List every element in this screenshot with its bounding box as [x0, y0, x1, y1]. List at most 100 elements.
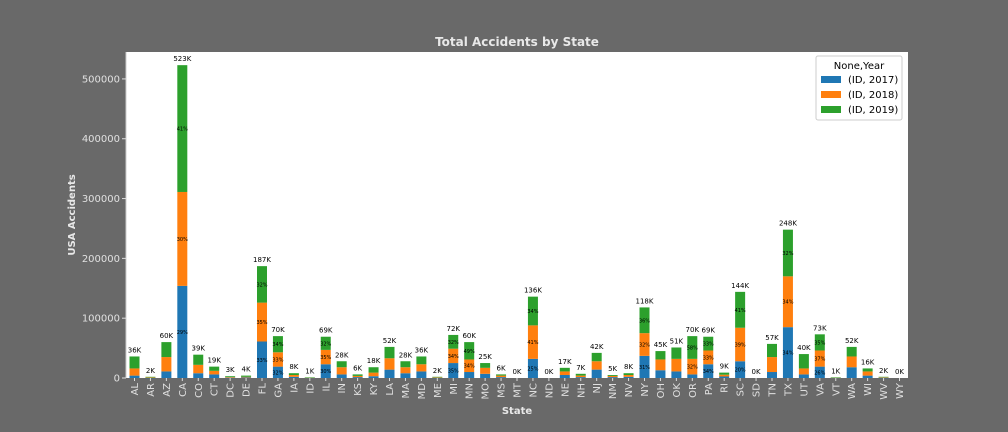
total-label-NC: 136K — [524, 287, 542, 295]
total-label-WY: 0K — [895, 368, 904, 376]
total-label-ME: 2K — [433, 367, 442, 375]
x-tick-label: WY — [895, 382, 906, 399]
x-tick-label: DC — [226, 383, 237, 398]
bar-VT-series-2 — [830, 377, 841, 378]
bar-NV-series-2 — [623, 373, 634, 375]
total-label-NH: 7K — [576, 364, 585, 372]
bar-PA-series-0 — [703, 364, 714, 378]
segment-label-VA-1: 37% — [814, 357, 825, 363]
legend-swatch-2 — [821, 106, 841, 113]
y-tick-label: 300000 — [82, 194, 120, 205]
total-label-CA: 523K — [173, 55, 191, 63]
segment-label-MN-2: 49% — [464, 349, 475, 355]
bar-CA-series-0 — [177, 285, 188, 378]
segment-label-PA-0: 34% — [703, 369, 714, 375]
bar-ME-series-0 — [432, 377, 443, 379]
bar-SC-series-2 — [735, 291, 746, 328]
bar-MD-series-2 — [416, 356, 427, 365]
bar-MI-series-0 — [448, 363, 459, 378]
x-tick-label: RI — [720, 383, 731, 393]
bar-MA-series-2 — [400, 361, 411, 368]
x-tick-label: OH — [656, 383, 667, 398]
total-label-NM: 5K — [608, 365, 617, 373]
x-tick-label: AZ — [162, 383, 173, 397]
bar-CO-series-1 — [193, 364, 204, 374]
bar-AL-series-2 — [129, 356, 140, 369]
total-label-KS: 6K — [353, 364, 362, 372]
bar-SC-series-1 — [735, 327, 746, 362]
bar-WV-series-0 — [878, 377, 889, 379]
total-label-IN: 28K — [335, 351, 349, 359]
total-label-DC: 3K — [226, 366, 235, 374]
bar-NE-series-2 — [559, 367, 570, 372]
x-tick-label: MO — [481, 383, 492, 400]
bar-MN-series-0 — [464, 372, 475, 378]
total-label-WA: 52K — [845, 337, 859, 345]
segment-label-CA-0: 29% — [177, 330, 188, 336]
bar-LA-series-0 — [384, 369, 395, 378]
bar-CO-series-0 — [193, 373, 204, 378]
bar-MS-series-2 — [496, 374, 507, 376]
y-tick-label: 0 — [114, 374, 120, 385]
total-label-CT: 19K — [207, 357, 221, 365]
bar-OK-series-0 — [671, 371, 682, 378]
total-label-MA: 28K — [399, 351, 413, 359]
bar-KY-series-1 — [368, 372, 379, 377]
legend-box — [815, 55, 903, 121]
x-tick-label: MD — [417, 383, 428, 400]
total-label-ID: 1K — [305, 367, 314, 375]
bar-FL-series-2 — [257, 266, 267, 303]
x-tick-label: WI — [863, 383, 874, 396]
bar-AZ-series-1 — [161, 357, 172, 372]
bar-MD-series-0 — [416, 371, 427, 378]
bar-NC-series-1 — [527, 325, 538, 359]
bar-NM-series-1 — [607, 375, 618, 378]
x-tick-label: ME — [433, 383, 444, 398]
x-tick-label: FL — [258, 383, 269, 395]
bar-PA-series-2 — [703, 336, 714, 351]
x-tick-label: KS — [353, 383, 364, 396]
bar-ID-series-2 — [304, 377, 315, 378]
bar-OR-series-1 — [687, 358, 698, 375]
bar-VA-series-1 — [814, 350, 825, 367]
y-axis-label: USA Accidents — [67, 174, 78, 255]
bar-KY-series-0 — [368, 376, 379, 378]
total-label-NJ: 42K — [590, 343, 604, 351]
bar-VA-series-2 — [814, 334, 825, 351]
segment-label-TX-0: 34% — [782, 351, 793, 357]
bar-IA-series-2 — [288, 373, 299, 375]
bar-UT-series-0 — [798, 374, 809, 378]
bar-AR-series-2 — [145, 376, 156, 378]
x-tick-label: NE — [560, 383, 571, 397]
y-tick-label: 400000 — [82, 134, 120, 145]
bar-WI-series-1 — [862, 371, 873, 376]
bar-TX-series-2 — [782, 229, 793, 277]
bar-DE-series-0 — [241, 377, 252, 378]
x-tick-label: MT — [513, 382, 524, 398]
bar-WA-series-0 — [846, 367, 857, 378]
x-tick-label: SD — [752, 383, 763, 397]
total-label-SC: 144K — [731, 282, 749, 290]
bar-CA-series-1 — [177, 191, 188, 286]
bar-KS-series-1 — [352, 375, 363, 378]
bar-OR-series-2 — [687, 336, 698, 359]
segment-label-TX-2: 32% — [782, 251, 793, 257]
total-label-MS: 6K — [497, 364, 506, 372]
x-axis-label: State — [502, 406, 533, 417]
bar-AL-series-0 — [129, 375, 140, 378]
bar-VA-series-0 — [814, 366, 825, 378]
bar-NV-series-1 — [623, 375, 634, 377]
x-tick-label: NY — [640, 382, 651, 396]
total-label-MO: 25K — [478, 353, 492, 361]
bar-GA-series-0 — [272, 366, 283, 378]
y-axis: 0 100000 200000 300000 400000 500000 — [82, 52, 127, 385]
x-tick-label: MS — [497, 383, 508, 398]
total-label-MT: 0K — [512, 368, 521, 376]
total-label-OR: 70K — [686, 326, 700, 334]
x-tick-label: IL — [321, 383, 332, 392]
total-label-TX: 248K — [779, 220, 797, 228]
x-tick-label: NM — [608, 383, 619, 399]
bar-DE-series-2 — [241, 375, 252, 377]
segment-label-GA-1: 33% — [272, 357, 283, 363]
bar-IL-series-1 — [320, 349, 331, 365]
